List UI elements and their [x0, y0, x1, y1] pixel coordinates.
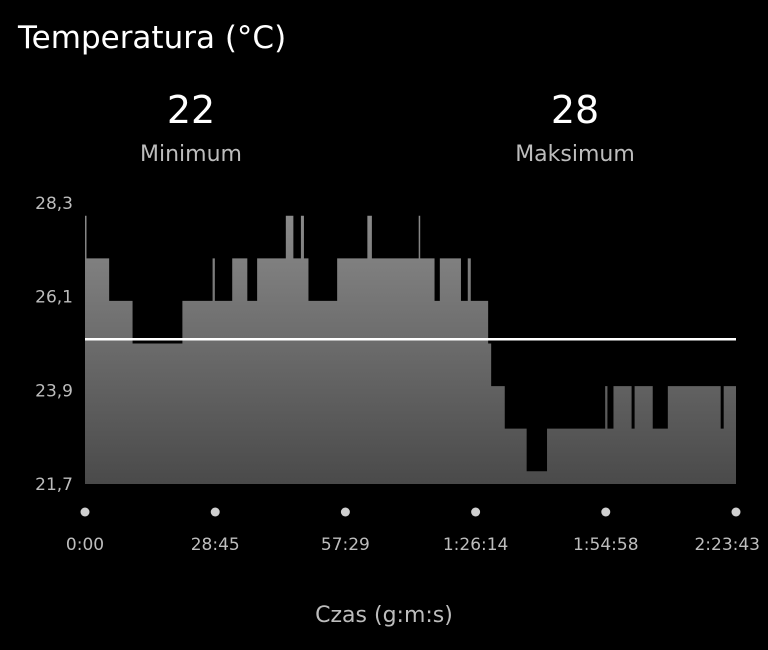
x-tick-dot [80, 507, 90, 517]
y-tick-label: 23,9 [35, 381, 73, 401]
y-tick-label: 28,3 [35, 194, 73, 214]
y-tick-label: 21,7 [35, 475, 73, 495]
maximum-value: 28 [550, 88, 600, 132]
x-tick-dot [471, 507, 481, 517]
minimum-label: Minimum [140, 142, 242, 167]
x-tick-label: 1:26:14 [443, 535, 509, 555]
x-tick-dot [210, 507, 220, 517]
chart-title: Temperatura (°C) [18, 20, 287, 56]
y-tick-label: 26,1 [35, 288, 73, 308]
x-axis-labels: 0:00 28:45 57:29 1:26:14 1:54:58 2:23:43 [66, 535, 760, 555]
x-tick-label: 57:29 [321, 535, 370, 555]
x-axis-title: Czas (g:m:s) [315, 603, 453, 628]
x-axis-dots [80, 507, 741, 517]
x-tick-label: 0:00 [66, 535, 104, 555]
y-axis-labels: 28,3 26,1 23,9 21,7 [35, 194, 73, 495]
x-tick-label: 1:54:58 [573, 535, 639, 555]
minimum-value: 22 [166, 88, 216, 132]
x-tick-dot [731, 507, 741, 517]
x-tick-dot [601, 507, 611, 517]
x-tick-label: 28:45 [191, 535, 240, 555]
x-tick-dot [340, 507, 350, 517]
x-tick-label: 2:23:43 [694, 535, 760, 555]
maximum-label: Maksimum [515, 142, 635, 167]
temperature-area [85, 215, 736, 485]
